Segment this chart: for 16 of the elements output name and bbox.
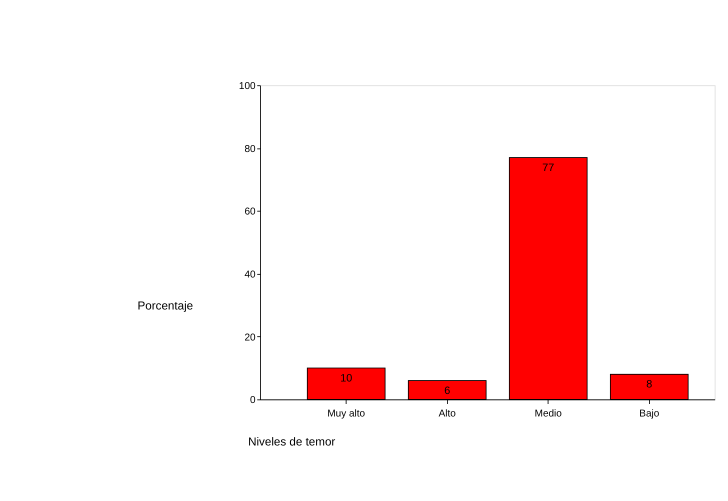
x-axis-title: Niveles de temor xyxy=(248,436,336,449)
x-tick-label: Muy alto xyxy=(327,408,366,420)
x-tick-label: Bajo xyxy=(639,408,660,420)
y-axis-title: Porcentaje xyxy=(138,299,194,312)
y-tick-label: 80 xyxy=(244,144,256,155)
y-tick-label: 100 xyxy=(238,81,256,92)
data-label: 77 xyxy=(542,162,554,174)
data-label: 6 xyxy=(444,384,450,397)
x-tick-label: Medio xyxy=(534,408,562,420)
data-label: 10 xyxy=(340,372,352,384)
data-label: 8 xyxy=(646,378,652,391)
y-tick-label: 60 xyxy=(244,206,256,218)
x-tick-label: Alto xyxy=(438,408,456,420)
y-tick-label: 20 xyxy=(244,332,256,344)
y-tick-label: 0 xyxy=(250,395,256,406)
y-tick-label: 40 xyxy=(244,270,256,281)
